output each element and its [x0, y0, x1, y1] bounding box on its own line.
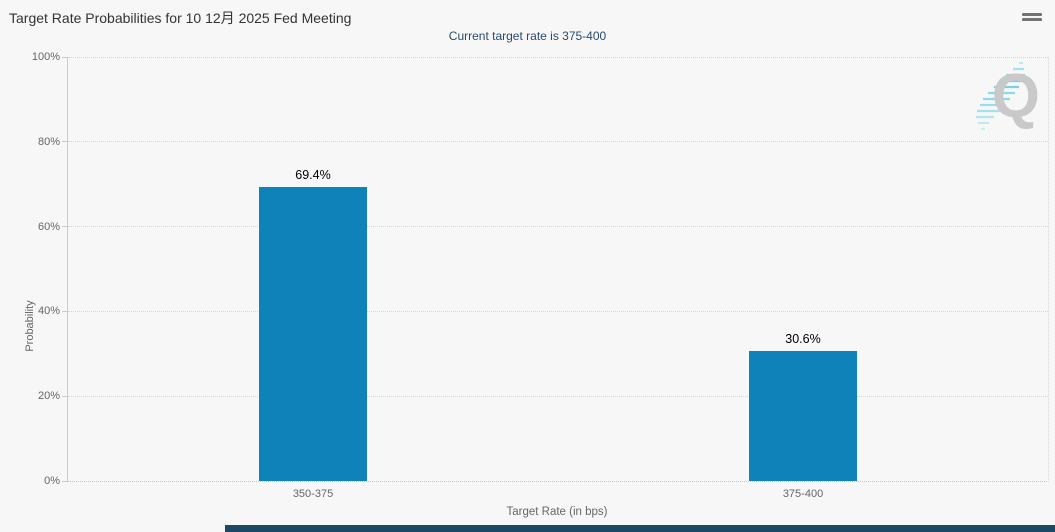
watermark-q-letter: Q — [991, 62, 1040, 131]
watermark-dashes-icon — [976, 61, 1025, 131]
bar-375-400[interactable] — [749, 351, 857, 481]
y-tick-label: 100% — [31, 51, 60, 63]
x-tick-label: 375-400 — [782, 488, 824, 500]
gridline-60 — [68, 226, 1048, 228]
bar-value-label: 30.6% — [785, 332, 821, 347]
y-tick-20 — [62, 395, 68, 397]
plot-area: Probability Q — [24, 51, 1049, 500]
chart-title: Target Rate Probabilities for 10 12月 202… — [9, 10, 352, 26]
chart-subtitle: Current target rate is 375-400 — [448, 29, 607, 43]
y-tick-label: 20% — [37, 390, 60, 403]
quikstrike-watermark: Q — [974, 60, 1040, 136]
y-tick-40 — [62, 310, 68, 312]
hamburger-icon — [1022, 13, 1042, 21]
gridline-20 — [68, 395, 1048, 397]
bar-value-label: 69.4% — [295, 167, 331, 182]
y-tick-label: 80% — [37, 135, 60, 148]
y-tick-0 — [62, 480, 68, 482]
y-tick-label: 40% — [37, 305, 60, 318]
y-tick-label: 60% — [37, 220, 60, 233]
bar-350-375[interactable] — [259, 186, 367, 481]
gridline-100 — [68, 56, 1048, 58]
chart-menu-button[interactable] — [1022, 9, 1042, 27]
y-tick-100 — [62, 56, 68, 58]
x-axis-title: Target Rate (in bps) — [506, 506, 608, 518]
y-tick-label: 0% — [44, 475, 60, 487]
y-tick-80 — [62, 141, 68, 143]
gridline-40 — [68, 310, 1048, 312]
bottom-panel-edge — [225, 525, 1055, 532]
gridline-80 — [68, 141, 1048, 143]
x-tick-label: 350-375 — [292, 488, 334, 500]
y-tick-60 — [62, 226, 68, 228]
